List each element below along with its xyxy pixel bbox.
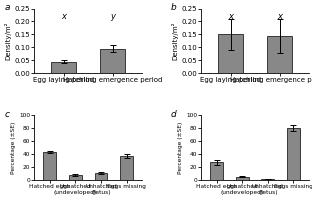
Y-axis label: Percentage (±SE): Percentage (±SE) xyxy=(11,121,16,174)
Text: x: x xyxy=(277,12,282,21)
Bar xyxy=(120,156,133,180)
Text: y: y xyxy=(110,12,115,21)
Bar xyxy=(218,34,243,73)
Bar xyxy=(287,128,300,180)
Text: b: b xyxy=(171,3,177,12)
Bar xyxy=(69,175,82,180)
Y-axis label: Percentage (±SE): Percentage (±SE) xyxy=(178,121,183,174)
Bar xyxy=(43,152,56,180)
Y-axis label: Density/m²: Density/m² xyxy=(172,22,178,60)
Bar xyxy=(100,49,125,73)
Bar xyxy=(95,173,107,180)
Text: x: x xyxy=(61,12,66,21)
Bar xyxy=(236,177,249,180)
Bar xyxy=(267,36,292,73)
Text: c: c xyxy=(4,110,9,119)
Text: x: x xyxy=(228,12,233,21)
Text: a: a xyxy=(4,3,10,12)
Y-axis label: Density/m²: Density/m² xyxy=(5,22,12,60)
Bar xyxy=(210,162,223,180)
Text: d: d xyxy=(171,110,177,119)
Bar xyxy=(51,62,76,73)
Bar xyxy=(261,179,274,180)
